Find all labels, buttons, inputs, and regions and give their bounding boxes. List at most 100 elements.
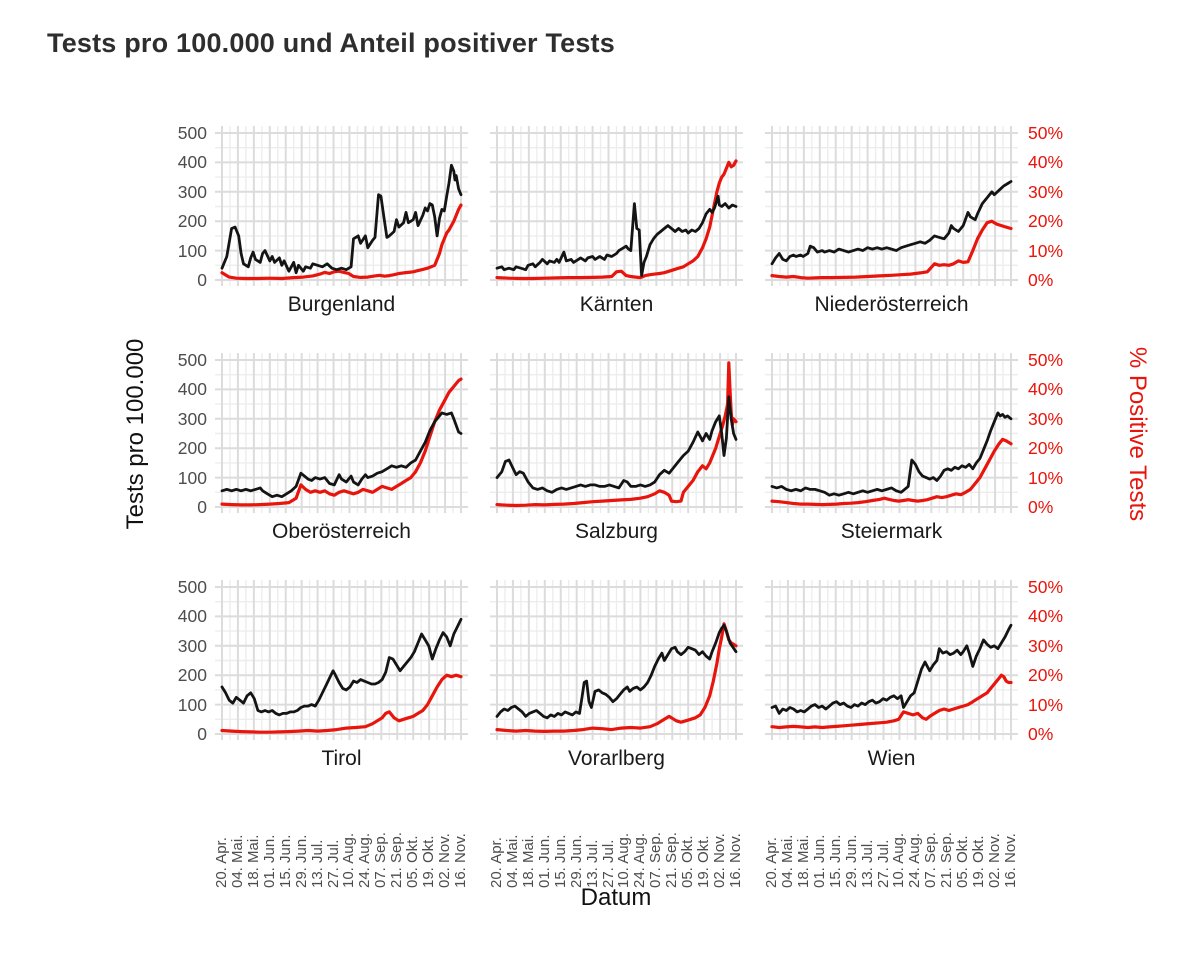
x-axis-tick-label: 13. Jul. — [308, 839, 326, 888]
x-axis-tick-label: 24. Aug. — [906, 832, 924, 888]
x-axis-tick-label: 13. Jul. — [858, 839, 876, 888]
left-axis-tick-label: 400 — [177, 379, 207, 400]
left-axis-tick-label: 100 — [177, 240, 207, 261]
facet-panel-kärnten — [490, 126, 743, 286]
tests-line — [220, 617, 463, 717]
left-axis-tick-label: 200 — [177, 665, 207, 686]
right-axis-tick-label: 10% — [1028, 694, 1064, 715]
facet-plot — [490, 126, 743, 286]
right-axis-tick-label: 40% — [1028, 606, 1064, 627]
x-axis-tick-label: 29. Jun. — [292, 834, 310, 888]
x-axis-tick-label: 02. Nov. — [711, 833, 729, 888]
positive-tests-line — [220, 203, 463, 281]
facet-plot — [765, 126, 1018, 286]
right-axis-tick-label: 0% — [1028, 724, 1054, 744]
facet-label: Burgenland — [287, 293, 396, 316]
right-axis-tick-label: 40% — [1028, 379, 1064, 400]
x-axis-tick-label: 18. Mai. — [794, 834, 812, 888]
x-axis-tick-label: 19. Okt. — [695, 835, 713, 888]
tests-line — [770, 411, 1013, 497]
x-axis-tick-label: 21. Sep. — [938, 832, 956, 888]
x-axis-title: Datum — [580, 884, 652, 911]
facet-label: Niederösterreich — [814, 293, 969, 316]
facet-panel-burgenland — [215, 126, 468, 286]
facet-plot — [215, 353, 468, 513]
x-axis-tick-label: 01. Jun. — [810, 834, 828, 888]
x-axis-tick-label: 24. Aug. — [356, 832, 374, 888]
facet-label: Wien — [867, 747, 916, 770]
x-axis-tick-label: 15. Jun. — [276, 834, 294, 888]
x-axis-tick-label: 15. Jun. — [551, 834, 569, 888]
x-axis-tick-label: 19. Okt. — [420, 835, 438, 888]
right-axis-tick-label: 30% — [1028, 408, 1064, 429]
x-axis-tick-label: 05. Okt. — [404, 835, 422, 888]
x-axis-tick-label: 29. Jun. — [842, 834, 860, 888]
facet-plot — [765, 580, 1018, 740]
tests-line — [220, 163, 463, 275]
x-axis-tick-label: 20. Apr. — [488, 837, 505, 888]
left-axis-tick-label: 400 — [177, 606, 207, 627]
x-axis-tick-label: 19. Okt. — [970, 835, 988, 888]
x-axis-tick-label: 20. Apr. — [213, 837, 230, 888]
positive-tests-line — [220, 377, 463, 507]
x-axis-tick-label: 07. Sep. — [647, 832, 665, 888]
facet-panel-oberosterreich — [215, 353, 468, 513]
facet-panel-vorarlberg — [490, 580, 743, 740]
tests-line — [495, 395, 738, 494]
x-axis-tick-label: 20. Apr. — [763, 837, 780, 888]
left-axis-tick-label: 300 — [177, 181, 207, 202]
right-axis-tick-label: 20% — [1028, 438, 1064, 459]
x-axis-tick-label: 21. Sep. — [663, 832, 681, 888]
x-axis-tick-label: 01. Jun. — [535, 834, 553, 888]
x-axis-tick-label: 07. Sep. — [372, 832, 390, 888]
left-axis-tick-label: 100 — [177, 467, 207, 488]
facet-plot — [490, 353, 743, 513]
positive-tests-line — [495, 361, 738, 508]
facet-label: Oberösterreich — [272, 520, 411, 543]
facet-label: Kärnten — [579, 293, 654, 316]
positive-tests-line — [770, 673, 1013, 730]
chart-title: Tests pro 100.000 und Anteil positiver T… — [47, 28, 615, 58]
tests-line — [220, 411, 463, 499]
facet-label: Tirol — [321, 747, 362, 770]
left-axis-tick-label: 200 — [177, 438, 207, 459]
positive-tests-line — [770, 437, 1013, 507]
x-axis-tick-label: 04. Mai. — [503, 834, 521, 888]
facet-panel-niederosterreich — [765, 126, 1018, 286]
x-axis-tick-label: 16. Nov. — [727, 833, 744, 888]
facet-plot — [215, 580, 468, 740]
left-axis-tick-label: 0 — [197, 270, 207, 290]
right-axis-tick-label: 50% — [1028, 123, 1064, 143]
x-axis-tick-label: 05. Okt. — [679, 835, 697, 888]
right-y-axis-title: % Positive Tests — [1124, 346, 1151, 522]
right-axis-tick-label: 10% — [1028, 240, 1064, 261]
right-axis-tick-label: 30% — [1028, 635, 1064, 656]
facet-panel-salzburg — [490, 353, 743, 513]
x-axis-tick-label: 04. Mai. — [778, 834, 796, 888]
x-axis-tick-label: 16. Nov. — [452, 833, 469, 888]
right-axis-tick-label: 40% — [1028, 152, 1064, 173]
left-axis-tick-label: 200 — [177, 211, 207, 232]
facet-panel-tirol — [215, 580, 468, 740]
positive-tests-line — [495, 622, 738, 733]
x-axis-tick-label: 04. Mai. — [228, 834, 246, 888]
x-axis-tick-label: 07. Sep. — [922, 832, 940, 888]
facet-label: Steiermark — [840, 520, 943, 543]
left-axis-tick-label: 100 — [177, 694, 207, 715]
facet-panel-steiermark — [765, 353, 1018, 513]
left-y-axis-title: Tests pro 100.000 — [122, 338, 149, 530]
left-axis-tick-label: 300 — [177, 635, 207, 656]
x-axis-tick-label: 29. Jun. — [567, 834, 585, 888]
left-axis-tick-label: 0 — [197, 497, 207, 517]
x-axis-tick-label: 05. Okt. — [954, 835, 972, 888]
left-axis-tick-label: 500 — [177, 123, 207, 143]
right-axis-tick-label: 0% — [1028, 497, 1054, 517]
x-axis-tick-label: 18. Mai. — [244, 834, 262, 888]
right-axis-tick-label: 20% — [1028, 211, 1064, 232]
tests-line — [770, 623, 1013, 715]
facet-plot — [215, 126, 468, 286]
left-axis-tick-label: 0 — [197, 724, 207, 744]
left-axis-tick-label: 500 — [177, 577, 207, 597]
tests-line — [495, 623, 738, 720]
